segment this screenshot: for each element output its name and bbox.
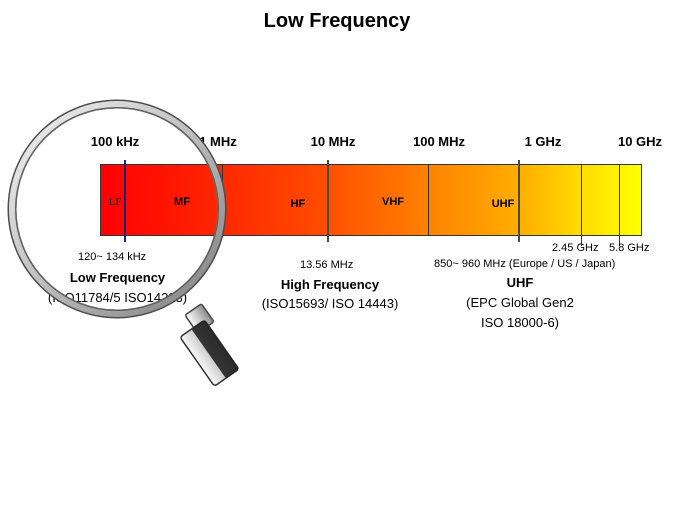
lf-title: Low Frequency <box>69 270 166 285</box>
uhf-frequency-label: 850~ 960 MHz (Europe / US / Japan) <box>434 258 616 270</box>
band-label-mf: MF <box>174 196 190 208</box>
uhf-standards-line2: ISO 18000-6) <box>480 315 560 330</box>
marker-line-hf <box>327 160 329 242</box>
scale-label-1ghz: 1 GHz <box>524 134 562 149</box>
hf-title: High Frequency <box>280 277 380 292</box>
lf-frequency-label: 120~ 134 kHz <box>78 251 147 263</box>
scale-label-1mhz: 1 MHz <box>199 134 237 149</box>
ghz-5-8-label: 5.8 GHz <box>609 242 650 254</box>
lf-standards: (ISO11784/5 ISO14223) <box>47 290 188 305</box>
frequency-spectrum-bar <box>100 164 642 236</box>
band-label-vhf: VHF <box>382 196 404 208</box>
uhf-title: UHF <box>506 275 534 290</box>
marker-line-2-45ghz <box>581 164 582 246</box>
marker-line-lf <box>124 160 126 242</box>
hf-frequency-label: 13.56 MHz <box>300 259 354 271</box>
hf-standards: (ISO15693/ ISO 14443) <box>261 296 399 311</box>
band-label-hf: HF <box>290 198 306 210</box>
uhf-standards-line1: (EPC Global Gen2 <box>466 295 574 310</box>
band-label-uhf: UHF <box>491 198 515 210</box>
decade-divider <box>428 164 429 236</box>
scale-label-100mhz: 100 MHz <box>412 134 466 149</box>
marker-line-5-8ghz <box>619 164 620 246</box>
ghz-2-45-label: 2.45 GHz <box>552 242 599 254</box>
scale-label-10ghz: 10 GHz <box>617 134 663 149</box>
band-label-lf: LF <box>108 196 122 208</box>
page-title: Low Frequency <box>263 10 411 32</box>
marker-line-uhf <box>518 160 520 242</box>
scale-label-10mhz: 10 MHz <box>310 134 356 149</box>
scale-label-100khz: 100 kHz <box>90 134 140 149</box>
